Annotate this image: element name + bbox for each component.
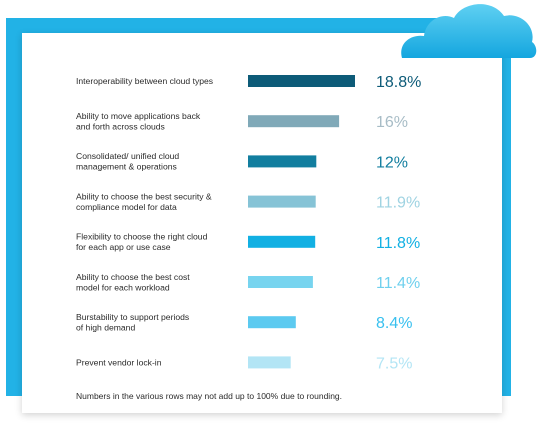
value-label: 11.9% <box>376 195 420 212</box>
value-label: 11.8% <box>376 235 420 252</box>
value-label: 8.4% <box>376 315 412 332</box>
footnote: Numbers in the various rows may not add … <box>76 391 343 401</box>
bar <box>248 316 296 329</box>
category-label: Ability to choose the best cost model for… <box>76 272 190 293</box>
bar <box>248 115 340 128</box>
bar <box>248 235 316 248</box>
chart-card <box>22 33 502 413</box>
value-label: 7.5% <box>376 355 412 372</box>
bar <box>248 276 313 288</box>
value-label: 12% <box>376 154 408 171</box>
value-label: 18.8% <box>376 74 421 91</box>
category-label: Consolidated/ unified cloud management & … <box>76 151 179 172</box>
category-label: Flexibility to choose the right cloud for… <box>76 232 208 253</box>
category-label: Ability to move applications back and for… <box>76 111 201 131</box>
value-label: 11.4% <box>376 275 420 292</box>
category-label: Ability to choose the best security & com… <box>76 191 212 212</box>
category-label: Prevent vendor lock-in <box>76 357 162 367</box>
cloud-icon <box>401 4 537 59</box>
bar <box>248 195 316 208</box>
bar <box>248 75 355 87</box>
bar <box>248 155 317 168</box>
value-label: 16% <box>376 114 408 131</box>
category-label: Burstability to support periods of high d… <box>76 312 189 333</box>
category-label: Interoperability between cloud types <box>76 76 213 86</box>
bar <box>248 356 291 369</box>
